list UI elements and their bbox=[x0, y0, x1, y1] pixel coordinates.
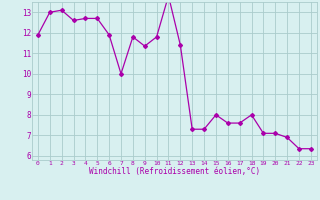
X-axis label: Windchill (Refroidissement éolien,°C): Windchill (Refroidissement éolien,°C) bbox=[89, 167, 260, 176]
